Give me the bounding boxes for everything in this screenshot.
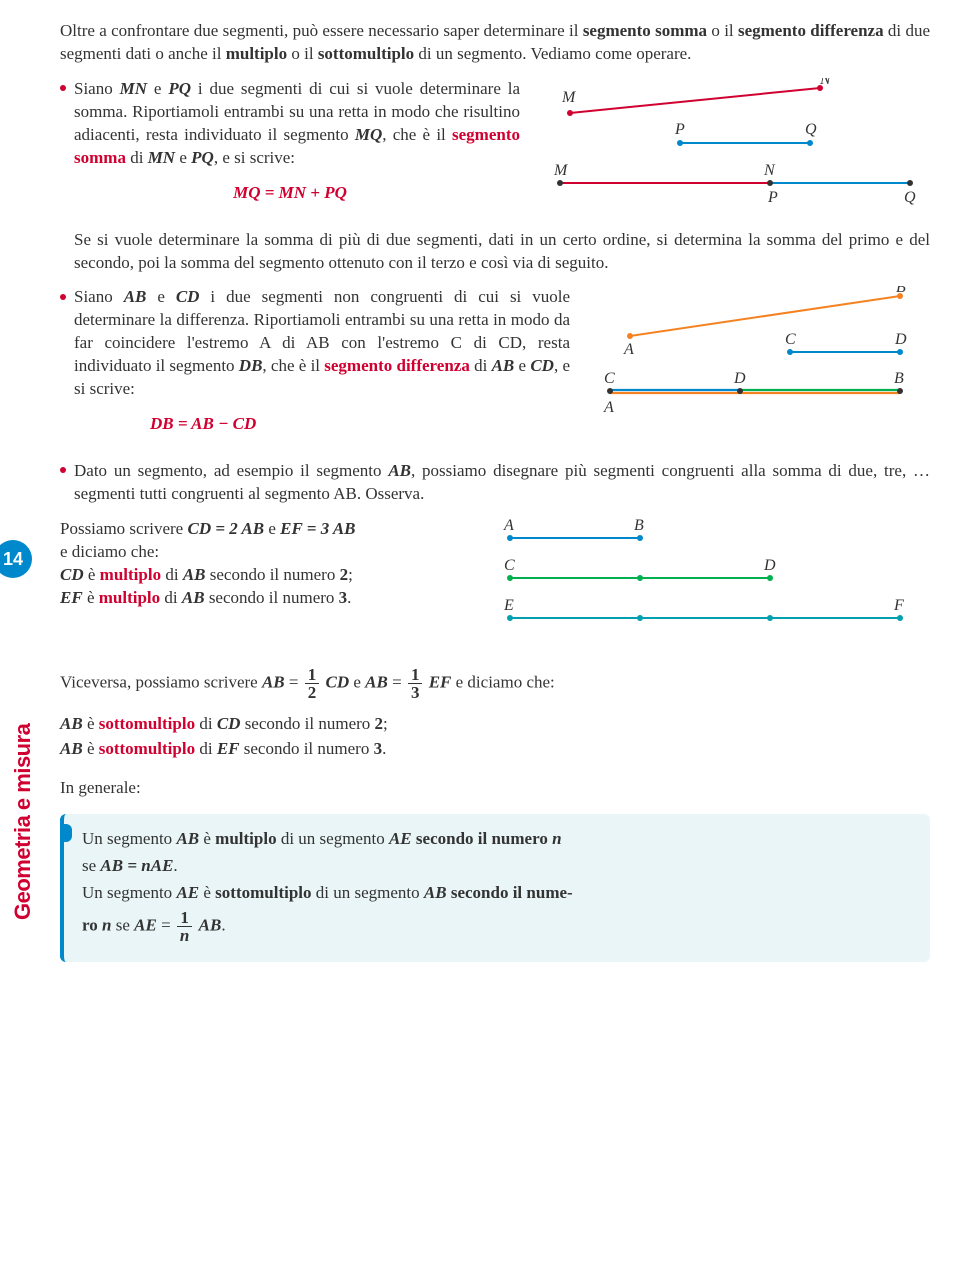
svg-text:Q: Q [904,189,916,206]
sum-paragraph: Siano MN e PQ i due segmenti di cui si v… [60,78,520,170]
figure-multiples: A B C D E F [490,518,930,648]
svg-text:A: A [503,518,514,534]
svg-text:A: A [623,341,634,358]
diff-equation: DB = AB − CD [60,413,570,436]
bullet-icon [60,85,66,91]
svg-text:P: P [767,189,778,206]
svg-text:N: N [763,162,776,179]
svg-text:D: D [733,370,746,387]
definition-box: Un segmento AB è multiplo di un segmento… [60,814,930,962]
svg-text:B: B [634,518,644,534]
vice-l2: AB è sottomultiplo di EF secondo il nume… [60,738,930,761]
svg-text:C: C [785,331,796,348]
svg-text:B: B [896,286,906,296]
diff-paragraph: Siano AB e CD i due segmenti non congrue… [60,286,570,401]
svg-text:P: P [674,121,685,138]
bullet-icon [60,467,66,473]
svg-text:D: D [763,557,776,574]
svg-text:C: C [504,557,515,574]
sidebar-title: Geometria e misura [8,724,38,920]
mult-lines: Possiamo scrivere CD = 2 AB e EF = 3 AB … [60,518,470,610]
svg-text:Q: Q [805,121,817,138]
intro-paragraph: Oltre a confrontare due segmenti, può es… [60,20,930,66]
vice-line: Viceversa, possiamo scrivere AB = 12 CD … [60,666,930,701]
box-tab-icon [60,824,72,842]
sidebar: Geometria e misura [0,540,40,970]
bullet-icon [60,294,66,300]
svg-text:F: F [893,597,904,614]
svg-text:A: A [603,399,614,416]
sum-note: Se si vuole determinare la somma di più … [74,229,930,275]
svg-text:B: B [894,370,904,387]
mult-paragraph: Dato un segmento, ad esempio il segmento… [60,460,930,506]
svg-text:N: N [819,78,832,88]
svg-text:C: C [604,370,615,387]
svg-text:M: M [561,89,577,106]
figure-sum: M N P Q M N P Q [540,78,930,208]
general-label: In generale: [60,777,930,800]
vice-l1: AB è sottomultiplo di CD secondo il nume… [60,713,930,736]
svg-text:D: D [894,331,907,348]
svg-text:M: M [553,162,569,179]
figure-diff: A B C D C D B A [590,286,930,426]
sum-equation: MQ = MN + PQ [60,182,520,205]
svg-text:E: E [503,597,514,614]
